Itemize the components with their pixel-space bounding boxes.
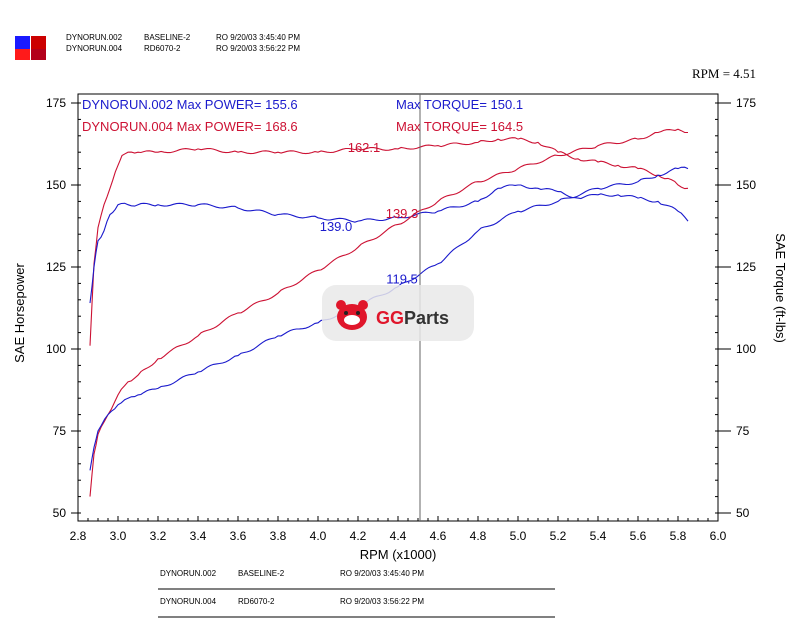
x-tick-label: 4.0 [310, 529, 327, 543]
footer-run-table: DYNORUN.002 BASELINE-2 RO 9/20/03 3:45:4… [158, 569, 555, 618]
header-run-list: DYNORUN.002 BASELINE-2 RO 9/20/03 3:45:4… [66, 33, 300, 53]
y2-axis-title: SAE Torque (ft-lbs) [773, 233, 788, 343]
footer-run-stamp: RO 9/20/03 3:45:40 PM [340, 569, 424, 578]
y-tick-label: 100 [46, 342, 66, 356]
footer-run-desc: BASELINE-2 [238, 569, 285, 578]
series-line [89, 184, 689, 304]
x-tick-label: 4.8 [470, 529, 487, 543]
x-tick-label: 4.6 [430, 529, 447, 543]
legend-torque-run-002: Max TORQUE= 150.1 [396, 97, 523, 112]
series-line [89, 137, 689, 346]
icon-cell-1 [15, 36, 30, 49]
y-tick-label: 175 [46, 96, 66, 110]
icon-cell-3 [15, 49, 30, 60]
footer-run-name: DYNORUN.004 [160, 597, 217, 606]
x-tick-label: 4.2 [350, 529, 367, 543]
dyno-file-icon [15, 36, 46, 60]
legend-power-run-002: DYNORUN.002 Max POWER= 155.6 [82, 97, 298, 112]
x-tick-label: 3.6 [230, 529, 247, 543]
watermark-text: GGParts [376, 308, 449, 328]
footer-run-desc: RD6070-2 [238, 597, 275, 606]
x-tick-label: 5.8 [670, 529, 687, 543]
y2-tick-label: 100 [736, 342, 756, 356]
header-run-stamp: RO 9/20/03 3:45:40 PM [216, 33, 300, 42]
y-tick-label: 75 [53, 424, 67, 438]
series-line [89, 128, 688, 497]
icon-cell-2 [31, 36, 46, 49]
cursor-value-label: 139.3 [386, 206, 419, 221]
y2-tick-label: 125 [736, 260, 756, 274]
x-tick-label: 5.4 [590, 529, 607, 543]
gg-mascot-icon [336, 300, 368, 330]
cursor-value-label: 119.5 [386, 271, 418, 286]
y2-tick-label: 50 [736, 506, 750, 520]
x-tick-label: 3.0 [110, 529, 127, 543]
cursor-value-label: 162.1 [348, 140, 381, 155]
x-tick-label: 3.8 [270, 529, 287, 543]
x-tick-label: 6.0 [710, 529, 727, 543]
tick-layer: 2.8 3.0 3.2 3.4 3.6 3.8 4.0 4.2 4.4 4.6 4.8 5.0 5.2 5… [46, 96, 756, 543]
x-tick-label: 4.4 [390, 529, 407, 543]
x-tick-label: 3.2 [150, 529, 167, 543]
x-tick-label: 5.2 [550, 529, 567, 543]
legend: DYNORUN.002 Max POWER= 155.6 Max TORQUE=… [82, 97, 523, 134]
icon-cell-4 [31, 49, 46, 60]
x-tick-label: 2.8 [70, 529, 87, 543]
x-axis-title: RPM (x1000) [360, 547, 437, 562]
watermark: GGParts [322, 285, 474, 341]
x-tick-label: 5.6 [630, 529, 647, 543]
y-axis-title: SAE Horsepower [12, 262, 27, 362]
annotation-layer: 162.1 139.3 139.0 119.5 [320, 140, 419, 286]
legend-torque-run-004: Max TORQUE= 164.5 [396, 119, 523, 134]
y2-tick-label: 75 [736, 424, 750, 438]
header-run-name: DYNORUN.002 [66, 33, 123, 42]
cursor-value-label: 139.0 [320, 219, 353, 234]
header-run-stamp: RO 9/20/03 3:56:22 PM [216, 44, 300, 53]
y-tick-label: 50 [53, 506, 67, 520]
header-run-name: DYNORUN.004 [66, 44, 123, 53]
footer-run-stamp: RO 9/20/03 3:56:22 PM [340, 597, 424, 606]
y-tick-label: 125 [46, 260, 66, 274]
y-tick-label: 150 [46, 178, 66, 192]
rpm-cursor-readout: RPM = 4.51 [692, 66, 756, 81]
footer-run-name: DYNORUN.002 [160, 569, 217, 578]
legend-power-run-004: DYNORUN.004 Max POWER= 168.6 [82, 119, 298, 134]
y2-tick-label: 175 [736, 96, 756, 110]
x-tick-label: 3.4 [190, 529, 207, 543]
header-run-desc: RD6070-2 [144, 44, 181, 53]
header-run-desc: BASELINE-2 [144, 33, 191, 42]
x-tick-label: 5.0 [510, 529, 527, 543]
y2-tick-label: 150 [736, 178, 756, 192]
